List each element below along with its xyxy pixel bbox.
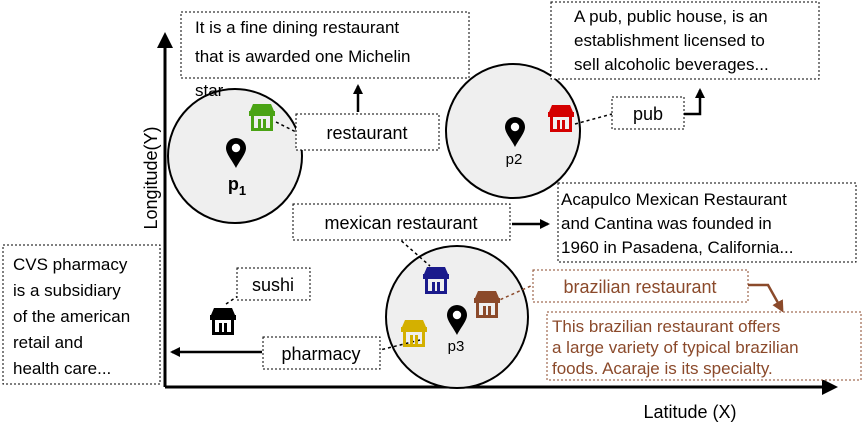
axes xyxy=(157,32,838,395)
description-pub: A pub, public house, is an establishment… xyxy=(550,1,820,80)
connector-restaurant xyxy=(275,121,297,133)
connector-mexican xyxy=(396,236,431,267)
description-pharmacy: CVS pharmacy is a subsidiary of the amer… xyxy=(2,244,161,385)
description-pharmacy-line-4: retail and xyxy=(13,333,83,352)
keyword-restaurant: restaurant xyxy=(295,113,440,151)
description-mexican-line-1: Acapulco Mexican Restaurant xyxy=(561,190,787,209)
description-mexican: Acapulco Mexican Restaurant and Cantina … xyxy=(557,182,857,263)
y-axis-label: Longitude(Y) xyxy=(141,126,161,229)
description-restaurant-line-2: that is awarded one Michelin xyxy=(195,47,410,66)
keyword-sushi-text: sushi xyxy=(252,275,294,295)
keyword-mexican-text: mexican restaurant xyxy=(324,213,477,233)
description-brazilian-line-2: a large variety of typical brazilian xyxy=(552,338,799,357)
point-label-p1: p1 xyxy=(228,174,246,198)
description-brazilian-line-1: This brazilian restaurant offers xyxy=(552,317,780,336)
description-restaurant-line-3: star xyxy=(195,81,224,100)
x-axis-label: Latitude (X) xyxy=(643,402,736,422)
description-mexican-line-2: and Cantina was founded in xyxy=(561,214,772,233)
keyword-mexican: mexican restaurant xyxy=(292,203,511,241)
description-pub-line-2: establishment licensed to xyxy=(574,31,765,50)
description-pub-line-1: A pub, public house, is an xyxy=(574,7,768,26)
description-pharmacy-line-3: of the american xyxy=(13,307,130,326)
description-restaurant: It is a fine dining restaurant that is a… xyxy=(180,11,470,100)
arrow-brazilian xyxy=(748,283,784,313)
description-mexican-line-3: 1960 in Pasadena, California... xyxy=(561,238,794,257)
description-brazilian-line-3: foods. Acaraje is its specialty. xyxy=(552,359,773,378)
arrow-pub xyxy=(684,88,705,116)
keyword-sushi: sushi xyxy=(236,267,311,301)
keyword-brazilian-text: brazilian restaurant xyxy=(563,277,716,297)
point-label-p1-main: p xyxy=(228,174,239,194)
description-brazilian: This brazilian restaurant offers a large… xyxy=(546,311,862,381)
description-pharmacy-line-5: health care... xyxy=(13,359,111,378)
connector-sushi xyxy=(225,295,239,305)
connector-pharmacy xyxy=(379,339,421,351)
keyword-pharmacy: pharmacy xyxy=(262,336,381,370)
description-pharmacy-line-2: is a subsidiary xyxy=(13,281,121,300)
description-pub-line-3: sell alcoholic beverages... xyxy=(574,55,769,74)
shop-icon-sushi xyxy=(210,308,236,335)
point-label-p2: p2 xyxy=(506,151,523,168)
keyword-restaurant-text: restaurant xyxy=(326,123,407,143)
point-label-p3: p3 xyxy=(448,338,465,355)
point-label-p1-subscript: 1 xyxy=(239,183,246,198)
description-pharmacy-line-1: CVS pharmacy xyxy=(13,255,128,274)
description-restaurant-line-1: It is a fine dining restaurant xyxy=(195,18,399,37)
keyword-brazilian: brazilian restaurant xyxy=(532,269,749,303)
keyword-pharmacy-text: pharmacy xyxy=(281,344,360,364)
connector-pub xyxy=(574,113,613,125)
keyword-pub-text: pub xyxy=(633,104,663,124)
keyword-pub: pub xyxy=(611,96,685,130)
connector-brazilian xyxy=(494,284,534,303)
